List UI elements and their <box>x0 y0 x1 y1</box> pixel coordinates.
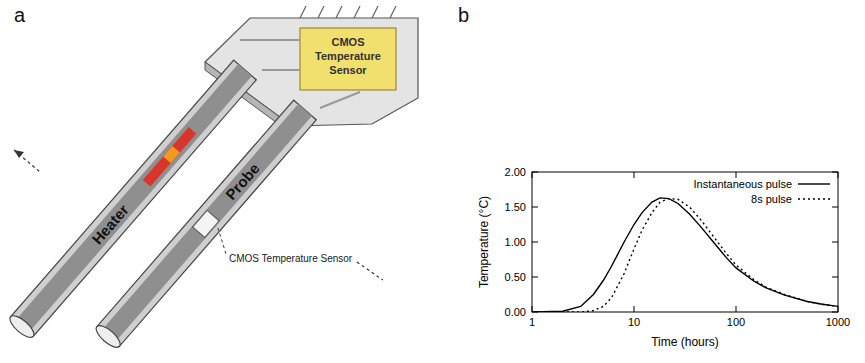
heater-label: Heater <box>88 201 132 248</box>
x-tick <box>532 172 533 178</box>
x-tick <box>634 172 635 178</box>
chip-label-line: Temperature <box>315 50 381 62</box>
y-tick <box>532 277 538 278</box>
x-tick-label: 1000 <box>826 316 850 328</box>
pin <box>300 6 306 18</box>
panel-b: b 0.00 0.50 1.00 1.50 2.00 1 10 100 1000 Time (hou… <box>458 4 850 349</box>
x-tick <box>532 306 533 312</box>
legend-label: Instantaneous pulse <box>694 178 792 190</box>
y-tick-label: 0.00 <box>505 306 526 318</box>
panel-letter: a <box>14 4 26 26</box>
x-tick-label: 10 <box>628 316 640 328</box>
tube-body <box>97 100 316 346</box>
x-tick <box>838 172 839 178</box>
chip <box>300 28 396 90</box>
y-tick <box>832 277 838 278</box>
x-tick-label: 1 <box>529 316 535 328</box>
pin <box>390 6 396 18</box>
y-tick <box>832 312 838 313</box>
probe-label: Probe <box>222 160 263 203</box>
x-axis-title: Time (hours) <box>651 335 719 349</box>
tube-end <box>7 312 38 341</box>
y-tick <box>832 242 838 243</box>
series-line <box>532 199 838 312</box>
pin <box>372 6 378 18</box>
probe-sensor <box>193 210 220 237</box>
pin <box>318 6 324 18</box>
y-tick-label: 1.00 <box>505 236 526 248</box>
pointer <box>218 228 226 254</box>
y-tick-label: 1.50 <box>505 201 526 213</box>
pointer <box>357 262 383 280</box>
x-tick-label: 100 <box>727 316 745 328</box>
pin <box>336 6 342 18</box>
probe-tube <box>93 100 316 351</box>
panel-a: a CMOS Temperature Sensor Heater Probe CMOS Te… <box>7 4 418 351</box>
trace <box>240 40 360 108</box>
series-group <box>532 198 838 312</box>
arrow-head <box>14 150 24 158</box>
legend: Instantaneous pulse 8s pulse <box>694 178 830 205</box>
plot-frame <box>532 172 838 312</box>
pin <box>354 6 360 18</box>
legend-swatch <box>798 183 830 184</box>
legend-swatch <box>798 198 830 199</box>
panel-letter: b <box>458 4 469 26</box>
heater-hotspot <box>163 146 180 163</box>
series-line <box>532 198 838 312</box>
y-tick-label: 0.50 <box>505 271 526 283</box>
tube-core <box>104 104 312 339</box>
y-tick <box>532 207 538 208</box>
x-tick <box>736 306 737 312</box>
y-axis-title: Temperature (°C) <box>477 196 491 288</box>
y-tick <box>532 172 538 173</box>
chip-label-line: Sensor <box>329 64 367 76</box>
tube-end <box>93 322 124 351</box>
chip-label: CMOS Temperature Sensor <box>315 36 381 76</box>
legend-label: 8s pulse <box>751 193 792 205</box>
probe-sensor-label: CMOS Temperature Sensor <box>229 253 353 264</box>
chip-label-line: CMOS <box>332 36 365 48</box>
y-tick <box>832 207 838 208</box>
y-tick <box>532 242 538 243</box>
x-tick <box>634 306 635 312</box>
pointer <box>14 150 40 172</box>
y-tick <box>832 172 838 173</box>
heater-element <box>143 127 196 186</box>
figure: a CMOS Temperature Sensor Heater Probe CMOS Te… <box>0 0 865 363</box>
y-tick-label: 2.00 <box>505 166 526 178</box>
